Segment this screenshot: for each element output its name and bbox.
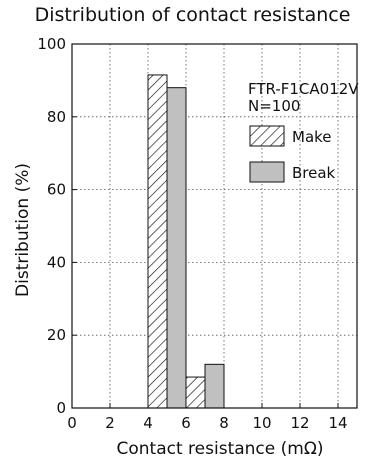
x-tick-label: 10 — [252, 414, 271, 432]
legend-label-break: Break — [292, 164, 336, 182]
y-tick-label: 0 — [56, 399, 66, 417]
bar-make — [147, 74, 168, 409]
bar-make — [185, 376, 206, 409]
y-tick-label: 60 — [47, 181, 66, 199]
bar-break — [166, 87, 187, 409]
legend-header: N=100 — [248, 97, 300, 115]
grid-lines — [72, 44, 357, 408]
y-tick-label: 80 — [47, 108, 66, 126]
x-tick-label: 4 — [143, 414, 153, 432]
bars — [147, 74, 225, 409]
plot-frame — [71, 43, 358, 409]
x-tick-label: 0 — [67, 414, 77, 432]
x-tick-label: 12 — [290, 414, 309, 432]
x-tick-label: 2 — [105, 414, 115, 432]
y-tick-label: 20 — [47, 326, 66, 344]
chart-title: Distribution of contact resistance — [34, 4, 351, 26]
x-tick-label: 8 — [219, 414, 229, 432]
legend-label-make: Make — [292, 128, 332, 146]
x-axis-label: Contact resistance (mΩ) — [116, 439, 324, 459]
axis-ticks: 0 2 4 6 8 10 12 14 0 20 40 60 80 100 — [37, 35, 347, 432]
plot-border — [71, 43, 358, 409]
legend-swatch-break — [249, 161, 285, 183]
bar-break — [204, 363, 225, 409]
y-tick-label: 100 — [37, 35, 66, 53]
legend-swatch-make — [249, 125, 285, 147]
legend-header: FTR-F1CA012V — [248, 80, 359, 98]
x-tick-label: 14 — [328, 414, 347, 432]
y-tick-label: 40 — [47, 253, 66, 271]
x-tick-label: 6 — [181, 414, 191, 432]
